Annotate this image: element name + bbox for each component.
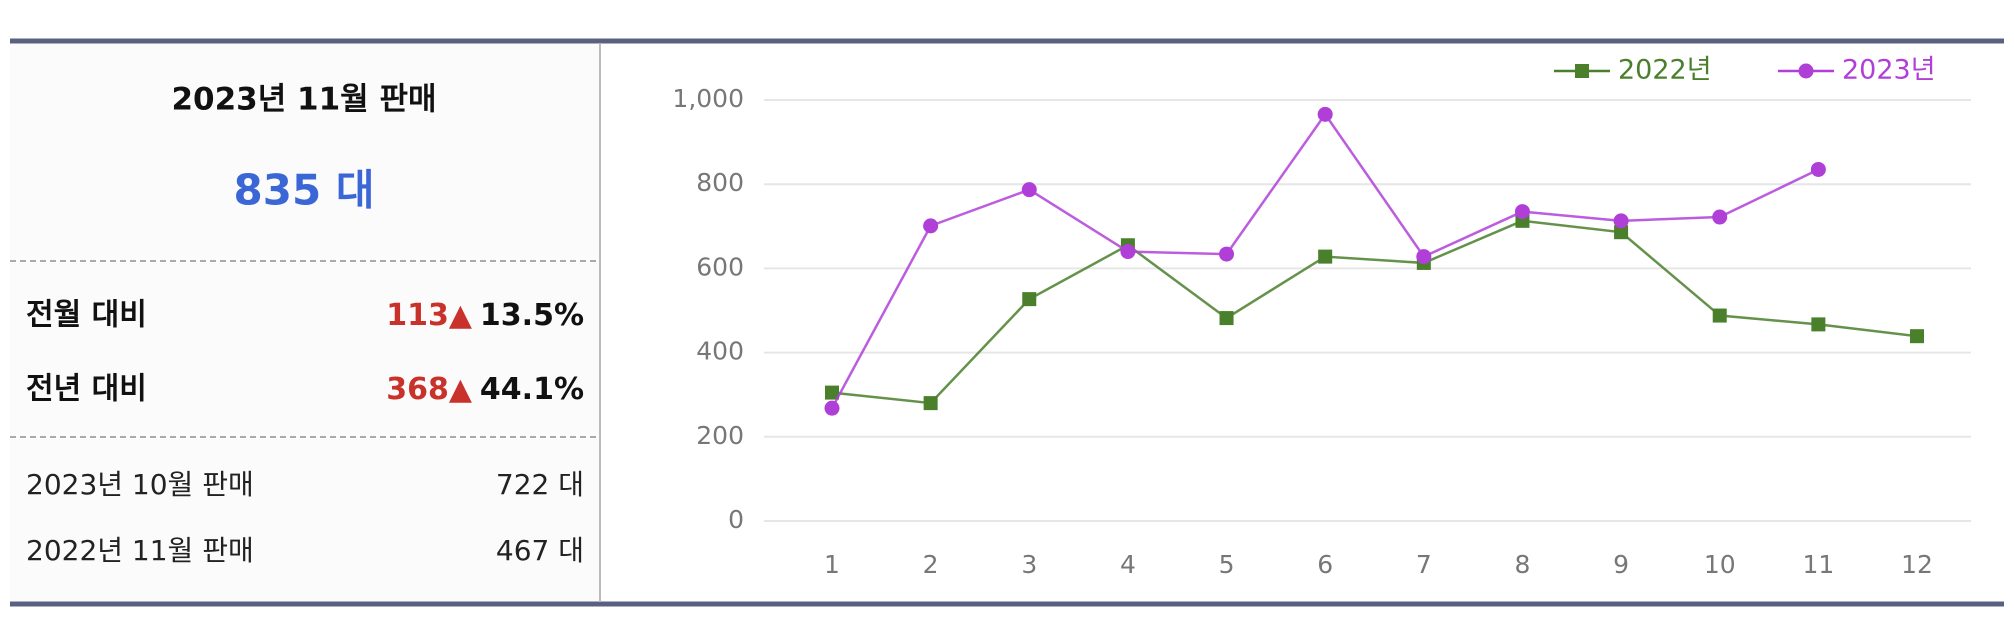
point	[1712, 209, 1728, 225]
reference-label: 2022년 11월 판매	[26, 534, 254, 567]
legend-label: 2022년	[1618, 55, 1712, 86]
summary-panel	[10, 41, 600, 604]
comparison-label: 전월 대비	[26, 298, 147, 333]
point	[825, 385, 839, 400]
point	[1021, 182, 1037, 198]
x-tick-label: 8	[1515, 550, 1531, 579]
point	[1416, 249, 1432, 265]
point	[1120, 244, 1136, 260]
y-tick-label: 1,000	[672, 84, 744, 113]
y-tick-label: 200	[696, 421, 744, 450]
arrow: ▲	[449, 298, 472, 333]
x-tick-label: 3	[1021, 550, 1037, 579]
point	[1514, 204, 1530, 220]
x-tick-label: 12	[1901, 550, 1933, 579]
x-tick-label: 10	[1704, 550, 1736, 579]
comparison-label: 전년 대비	[26, 372, 147, 407]
x-tick-label: 4	[1120, 550, 1136, 579]
y-tick-label: 400	[696, 337, 744, 366]
comparison-value: 113▲ 13.5%	[386, 298, 584, 333]
legend-label: 2023년	[1842, 55, 1936, 86]
diff: 368	[386, 372, 449, 407]
point	[1910, 329, 1924, 344]
point	[1219, 311, 1234, 326]
point	[1317, 106, 1333, 122]
reference-label: 2023년 10월 판매	[26, 468, 254, 501]
y-tick-label: 0	[728, 505, 744, 534]
point	[1810, 161, 1826, 177]
point	[1811, 317, 1826, 332]
pct: 44.1%	[480, 372, 584, 407]
x-tick-label: 5	[1219, 550, 1235, 579]
summary-title: 2023년 11월 판매	[171, 82, 436, 118]
y-tick-label: 600	[696, 252, 744, 281]
point	[923, 396, 938, 411]
legend-marker	[1798, 63, 1814, 79]
point	[923, 218, 939, 234]
point	[1614, 225, 1629, 240]
pct: 13.5%	[480, 298, 584, 333]
x-tick-label: 1	[824, 550, 840, 579]
arrow: ▲	[449, 372, 472, 407]
x-tick-label: 11	[1802, 550, 1834, 579]
summary-total: 835 대	[234, 166, 375, 215]
x-tick-label: 2	[923, 550, 939, 579]
x-tick-label: 7	[1416, 550, 1432, 579]
point	[824, 400, 840, 416]
reference-value: 722 대	[496, 468, 584, 501]
reference-value: 467 대	[496, 534, 584, 567]
point	[1219, 246, 1235, 262]
summary-rows: 전월 대비 113▲ 13.5%전년 대비 368▲ 44.1%2023년 10월 판매…	[26, 298, 584, 568]
legend-marker	[1575, 64, 1589, 78]
x-tick-label: 9	[1613, 550, 1629, 579]
x-tick-label: 6	[1317, 550, 1333, 579]
y-tick-label: 800	[696, 168, 744, 197]
comparison-value: 368▲ 44.1%	[386, 372, 584, 407]
point	[1318, 249, 1333, 264]
diff: 113	[386, 298, 449, 333]
point	[1022, 292, 1037, 307]
point	[1613, 213, 1629, 229]
series-line	[831, 219, 1918, 405]
point	[1712, 308, 1727, 323]
